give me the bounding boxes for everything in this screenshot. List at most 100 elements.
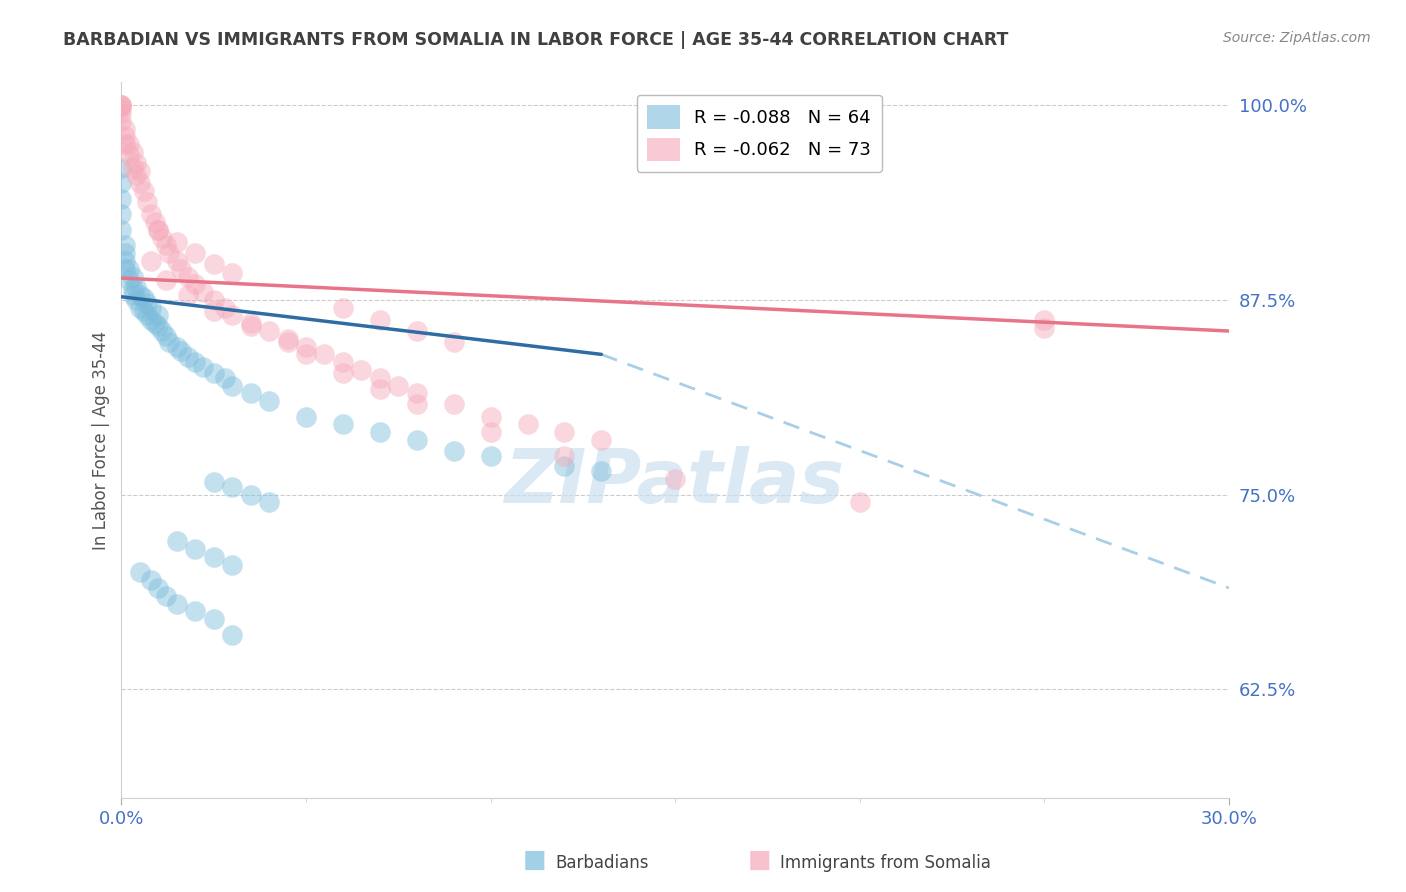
Point bbox=[221, 267, 243, 281]
Point bbox=[405, 386, 427, 401]
Text: ■: ■ bbox=[523, 848, 546, 872]
Point bbox=[277, 334, 299, 349]
Point bbox=[132, 291, 155, 305]
Point bbox=[166, 235, 188, 250]
Point bbox=[139, 301, 162, 315]
Point bbox=[368, 313, 391, 327]
Point bbox=[129, 288, 152, 302]
Point bbox=[125, 169, 148, 183]
Point bbox=[129, 301, 152, 315]
Point bbox=[553, 449, 575, 463]
Point bbox=[118, 261, 141, 276]
Point bbox=[110, 98, 132, 112]
Point bbox=[110, 98, 132, 112]
Point bbox=[169, 344, 191, 359]
Point bbox=[150, 324, 173, 338]
Point bbox=[118, 148, 141, 162]
Point bbox=[159, 334, 181, 349]
Point bbox=[443, 334, 465, 349]
Point bbox=[221, 627, 243, 641]
Point bbox=[136, 309, 159, 323]
Point bbox=[239, 487, 262, 501]
Point bbox=[148, 581, 170, 595]
Point bbox=[387, 378, 409, 392]
Point bbox=[368, 425, 391, 440]
Point bbox=[479, 449, 502, 463]
Point bbox=[184, 541, 207, 556]
Point bbox=[202, 612, 225, 626]
Point bbox=[110, 176, 132, 190]
Point bbox=[114, 254, 136, 268]
Point bbox=[177, 351, 200, 365]
Point bbox=[443, 444, 465, 458]
Point bbox=[591, 433, 613, 447]
Y-axis label: In Labor Force | Age 35-44: In Labor Force | Age 35-44 bbox=[93, 330, 110, 549]
Point bbox=[177, 288, 200, 302]
Point bbox=[202, 303, 225, 318]
Point bbox=[139, 207, 162, 221]
Point bbox=[332, 366, 354, 380]
Point bbox=[443, 397, 465, 411]
Point bbox=[114, 129, 136, 144]
Point bbox=[114, 246, 136, 260]
Point bbox=[121, 161, 143, 175]
Point bbox=[479, 409, 502, 424]
Point bbox=[114, 261, 136, 276]
Point bbox=[150, 230, 173, 244]
Point bbox=[516, 417, 538, 432]
Point bbox=[332, 301, 354, 315]
Point bbox=[143, 215, 166, 229]
Text: Immigrants from Somalia: Immigrants from Somalia bbox=[780, 855, 991, 872]
Point bbox=[166, 340, 188, 354]
Point bbox=[125, 293, 148, 307]
Point bbox=[405, 397, 427, 411]
Point bbox=[202, 549, 225, 564]
Text: Barbadians: Barbadians bbox=[555, 855, 650, 872]
Point bbox=[139, 573, 162, 587]
Point bbox=[166, 254, 188, 268]
Point bbox=[848, 495, 870, 509]
Point bbox=[295, 340, 318, 354]
Point bbox=[1033, 313, 1056, 327]
Point bbox=[332, 417, 354, 432]
Point bbox=[184, 604, 207, 618]
Point bbox=[239, 316, 262, 330]
Point bbox=[214, 370, 236, 384]
Point bbox=[110, 223, 132, 237]
Point bbox=[139, 254, 162, 268]
Point bbox=[239, 319, 262, 334]
Legend: R = -0.088   N = 64, R = -0.062   N = 73: R = -0.088 N = 64, R = -0.062 N = 73 bbox=[637, 95, 882, 171]
Point bbox=[184, 246, 207, 260]
Point bbox=[118, 273, 141, 287]
Point bbox=[148, 309, 170, 323]
Point bbox=[114, 121, 136, 136]
Point bbox=[221, 378, 243, 392]
Point bbox=[202, 293, 225, 307]
Point bbox=[129, 176, 152, 190]
Point bbox=[214, 301, 236, 315]
Point bbox=[295, 347, 318, 361]
Point bbox=[257, 394, 280, 409]
Point bbox=[118, 137, 141, 152]
Point bbox=[155, 273, 177, 287]
Point bbox=[177, 269, 200, 284]
Text: BARBADIAN VS IMMIGRANTS FROM SOMALIA IN LABOR FORCE | AGE 35-44 CORRELATION CHAR: BARBADIAN VS IMMIGRANTS FROM SOMALIA IN … bbox=[63, 31, 1008, 49]
Point bbox=[159, 246, 181, 260]
Point bbox=[148, 223, 170, 237]
Point bbox=[191, 359, 214, 374]
Point bbox=[110, 113, 132, 128]
Point bbox=[257, 495, 280, 509]
Point bbox=[155, 328, 177, 343]
Point bbox=[110, 106, 132, 120]
Point bbox=[277, 332, 299, 346]
Point bbox=[479, 425, 502, 440]
Point bbox=[202, 366, 225, 380]
Point bbox=[148, 319, 170, 334]
Point bbox=[221, 480, 243, 494]
Point bbox=[405, 433, 427, 447]
Point bbox=[295, 409, 318, 424]
Point bbox=[166, 534, 188, 549]
Point bbox=[110, 192, 132, 206]
Point bbox=[110, 207, 132, 221]
Point bbox=[121, 145, 143, 159]
